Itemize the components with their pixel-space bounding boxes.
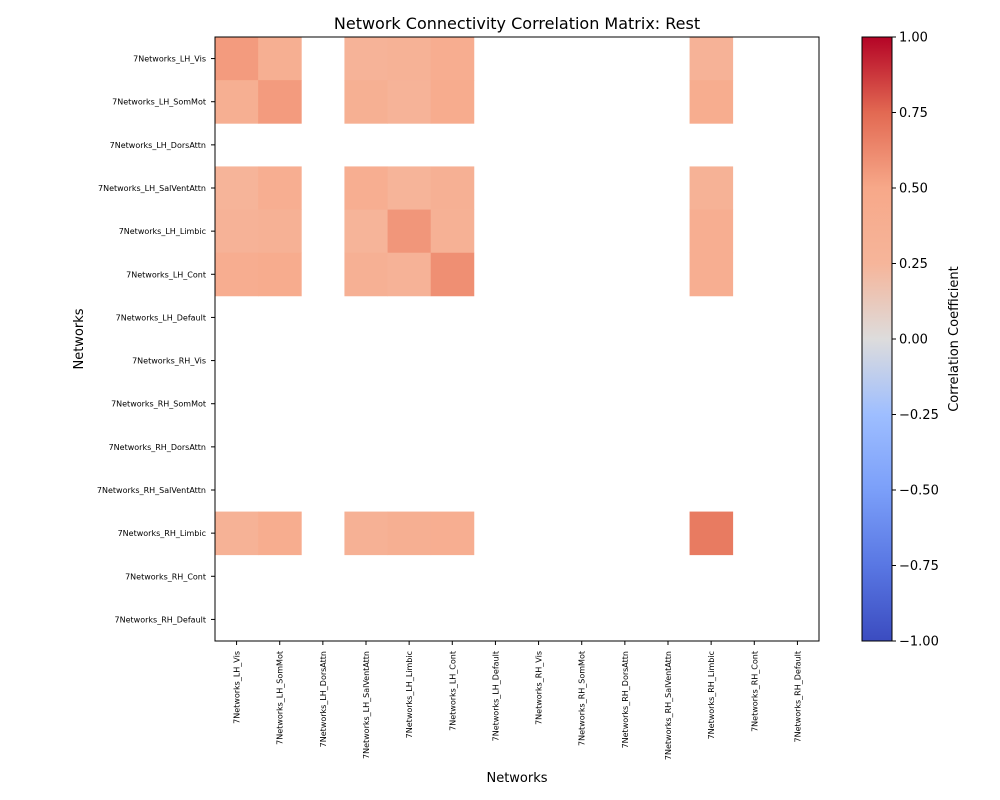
heatmap-cell: [430, 511, 475, 556]
heatmap-cell: [344, 511, 388, 556]
heatmap-cell: [387, 80, 432, 124]
y-tick-labels: 7Networks_LH_Vis 7Networks_LH_SomMot 7Netw…: [97, 55, 215, 624]
heatmap-cell: [430, 80, 475, 124]
heatmap-cell: [430, 252, 475, 297]
y-tick-label: 7Networks_LH_SomMot: [112, 98, 206, 107]
x-tick-label: 7Networks_LH_SalVentAttn: [362, 651, 371, 759]
colorbar-tick-label: −0.75: [899, 559, 939, 574]
heatmap-cell: [387, 37, 432, 81]
colorbar-tick-label: −1.00: [899, 635, 939, 650]
x-tick-label: 7Networks_LH_DorsAttn: [319, 651, 328, 747]
heatmap-cell: [344, 80, 388, 124]
x-tick-label: 7Networks_LH_Limbic: [405, 651, 414, 738]
heatmap-cell: [215, 80, 259, 124]
y-axis-label: Networks: [72, 308, 87, 369]
x-tick-label: 7Networks_RH_Limbic: [707, 651, 716, 739]
heatmap-cell: [689, 252, 734, 297]
heatmap-cell: [430, 166, 475, 210]
y-tick-label: 7Networks_LH_SalVentAttn: [98, 184, 206, 193]
y-tick-label: 7Networks_LH_Limbic: [119, 227, 206, 236]
chart-title: Network Connectivity Correlation Matrix:…: [334, 14, 700, 33]
heatmap-cell: [344, 166, 388, 210]
y-tick-label: 7Networks_LH_Cont: [126, 270, 206, 279]
x-tick-labels: 7Networks_LH_Vis 7Networks_LH_SomMot 7Netw…: [233, 641, 802, 760]
heatmap-cell: [258, 166, 302, 210]
heatmap-cell: [344, 252, 388, 297]
heatmap-cell: [258, 252, 302, 297]
y-tick-label: 7Networks_LH_Vis: [133, 55, 206, 64]
heatmap-cells: [215, 37, 734, 556]
heatmap-cell: [430, 37, 475, 81]
heatmap-cell: [689, 209, 734, 254]
heatmap-cell: [344, 37, 388, 81]
colorbar-tick-label: −0.50: [899, 484, 939, 499]
x-axis-label: Networks: [486, 771, 547, 786]
heatmap-cell: [387, 252, 432, 297]
heatmap-cell: [215, 252, 259, 297]
heatmap-cell: [215, 166, 259, 210]
y-tick-label: 7Networks_RH_Cont: [125, 572, 206, 581]
x-tick-label: 7Networks_RH_Default: [793, 651, 802, 742]
x-tick-label: 7Networks_RH_SalVentAttn: [664, 651, 673, 760]
colorbar-tick-label: −0.25: [899, 408, 939, 423]
colorbar-label: Correlation Coefficient: [947, 266, 962, 412]
colorbar: [861, 36, 893, 642]
heatmap-cell: [689, 166, 734, 210]
heatmap-cell: [258, 37, 302, 81]
heatmap-cell: [689, 37, 734, 81]
heatmap-cell: [387, 511, 432, 556]
heatmap-cell: [215, 37, 259, 81]
heatmap-cell: [387, 166, 432, 210]
heatmap-cell: [258, 209, 302, 254]
x-tick-label: 7Networks_RH_DorsAttn: [621, 651, 630, 748]
x-tick-label: 7Networks_LH_SomMot: [276, 651, 285, 745]
colorbar-tick-label: 0.50: [899, 182, 928, 197]
heatmap-cell: [689, 80, 734, 124]
plot-frame: [214, 36, 820, 642]
y-tick-label: 7Networks_RH_SalVentAttn: [97, 486, 206, 495]
x-tick-label: 7Networks_LH_Default: [491, 651, 500, 741]
heatmap-cell: [344, 209, 388, 254]
heatmap-cell: [258, 80, 302, 124]
colorbar-ticks: 1.00 0.75 0.50 0.25 0.00 −0.25 −0.50 −0.75 −1.00: [892, 31, 939, 650]
y-tick-label: 7Networks_LH_Default: [116, 313, 206, 322]
colorbar-tick-label: 1.00: [899, 31, 928, 46]
x-tick-label: 7Networks_LH_Vis: [233, 651, 242, 724]
x-tick-label: 7Networks_RH_SomMot: [578, 651, 587, 746]
y-tick-label: 7Networks_RH_DorsAttn: [109, 443, 206, 452]
y-tick-label: 7Networks_RH_Default: [115, 615, 206, 624]
y-tick-label: 7Networks_LH_DorsAttn: [110, 141, 206, 150]
heatmap-cell: [387, 209, 432, 254]
heatmap-cell: [689, 511, 734, 556]
heatmap-cell: [215, 209, 259, 254]
x-tick-label: 7Networks_RH_Cont: [750, 651, 759, 732]
x-tick-label: 7Networks_RH_Vis: [535, 651, 544, 725]
heatmap-cell: [215, 511, 259, 556]
colorbar-tick-label: 0.75: [899, 106, 928, 121]
heatmap-cell: [430, 209, 475, 254]
x-tick-label: 7Networks_LH_Cont: [448, 651, 457, 731]
y-tick-label: 7Networks_RH_SomMot: [111, 400, 206, 409]
colorbar-tick-label: 0.00: [899, 333, 928, 348]
y-tick-label: 7Networks_RH_Limbic: [118, 529, 206, 538]
heatmap-cell: [258, 511, 302, 556]
colorbar-tick-label: 0.25: [899, 257, 928, 272]
y-tick-label: 7Networks_RH_Vis: [132, 357, 206, 366]
